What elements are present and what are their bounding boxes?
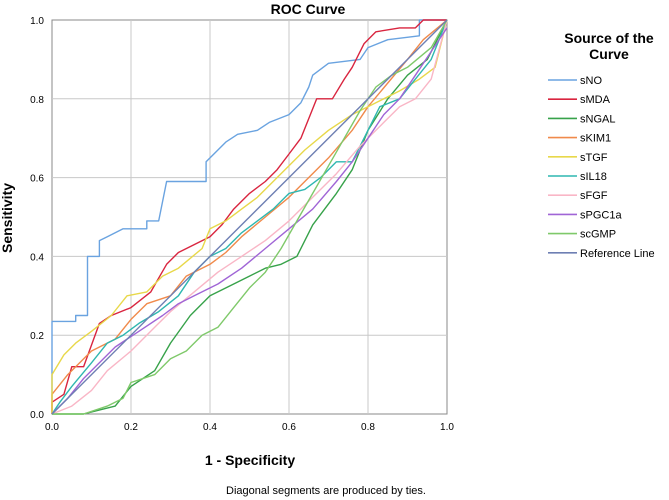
legend-label-spgc1a: sPGC1a: [580, 209, 622, 221]
series-line-smda: [51, 19, 447, 414]
legend-label-scgmp: scGMP: [580, 229, 616, 241]
y-tick-label: 0.0: [30, 410, 44, 421]
x-tick-label: 0.8: [361, 422, 375, 433]
series-line-spgc1a: [51, 27, 448, 415]
series-line-sfgf: [51, 19, 448, 415]
series-layer: [51, 19, 448, 415]
x-tick-label: 0.0: [45, 422, 59, 433]
legend-title: Source of the: [564, 30, 654, 46]
legend-label-smda: sMDA: [580, 94, 611, 106]
series-line-sngal: [52, 19, 448, 415]
y-tick-label: 1.0: [30, 16, 44, 27]
y-axis-ticks: 0.0 0.2 0.4 0.6 0.8 1.0: [30, 16, 44, 421]
chart-title: ROC Curve: [271, 1, 346, 17]
legend-label-skim1: sKIM1: [580, 133, 611, 145]
legend-label-sil18: sIL18: [580, 171, 607, 183]
series-line-reference-line: [51, 19, 448, 415]
legend-title: Curve: [589, 46, 629, 62]
legend-label-stgf: sTGF: [580, 152, 608, 164]
y-tick-label: 0.2: [30, 331, 44, 342]
series-line-sil18: [51, 19, 448, 415]
legend-label-sno: sNO: [580, 75, 602, 87]
y-tick-label: 0.4: [30, 252, 44, 263]
x-tick-label: 0.4: [203, 422, 217, 433]
legend-label-reference-line: Reference Line: [580, 248, 655, 260]
x-tick-label: 0.2: [124, 422, 138, 433]
legend-label-sngal: sNGAL: [580, 113, 615, 125]
series-line-sno: [51, 19, 447, 414]
x-tick-label: 0.6: [282, 422, 296, 433]
y-axis-label: Sensitivity: [0, 183, 15, 253]
x-tick-label: 1.0: [440, 422, 454, 433]
y-tick-label: 0.8: [30, 95, 44, 106]
series-line-scgmp: [52, 19, 448, 415]
series-line-stgf: [51, 19, 448, 414]
x-axis-ticks: 0.0 0.2 0.4 0.6 0.8 1.0: [45, 422, 454, 433]
x-axis-label: 1 - Specificity: [205, 452, 295, 468]
y-tick-label: 0.6: [30, 174, 44, 185]
legend-label-sfgf: sFGF: [580, 190, 608, 202]
footnote: Diagonal segments are produced by ties.: [226, 485, 426, 497]
series-line-skim1: [51, 19, 448, 414]
